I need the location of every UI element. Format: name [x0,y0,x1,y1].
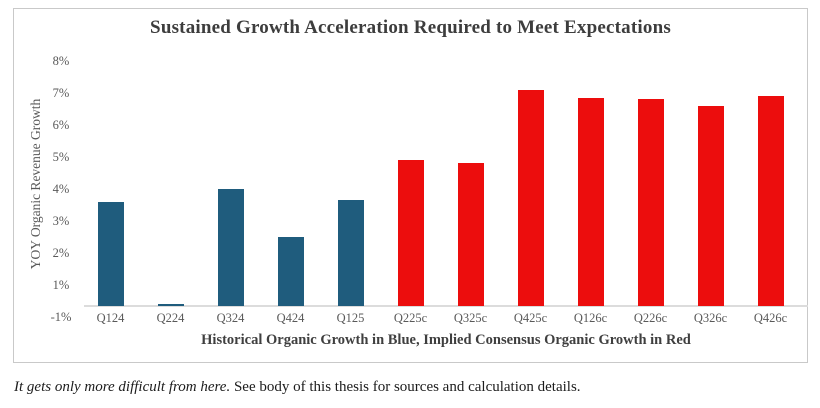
y-tick-label-5: 5% [52,150,70,164]
bar-Q224 [157,303,184,306]
x-category-label-Q426c: Q426c [753,311,788,325]
x-category-label-Q225c: Q225c [393,311,428,325]
footnote: It gets only more difficult from here. S… [14,379,814,396]
y-tick-label-6: 6% [52,118,70,132]
x-category-label-Q324: Q324 [216,311,245,325]
x-category-label-Q226c: Q226c [633,311,668,325]
bar-Q126c [577,97,604,306]
footnote-text: See body of this thesis for sources and … [230,379,581,395]
y-tick-label-1: 1% [52,278,70,292]
bar-Q326c [697,105,724,306]
x-category-label-Q424: Q424 [276,311,305,325]
bar-Q125 [337,200,364,306]
y-tick-label-2: 2% [52,246,70,260]
chart-title: Sustained Growth Acceleration Required t… [150,17,671,38]
x-category-label-Q425c: Q425c [513,311,548,325]
bar-Q325c [457,163,484,306]
x-category-label-Q325c: Q325c [453,311,488,325]
x-category-label-Q125: Q125 [336,311,365,325]
x-category-label-Q126c: Q126c [573,311,608,325]
y-tick-label-3: 3% [52,214,70,228]
x-category-label-Q326c: Q326c [693,311,728,325]
x-category-label-Q124: Q124 [96,311,125,325]
bar-Q124 [97,201,124,306]
y-tick-label--1: -1% [50,310,72,324]
footnote-emphasis: It gets only more difficult from here. [14,379,231,395]
bar-Q426c [757,96,784,306]
bar-Q425c [517,89,544,306]
x-axis-baseline [84,305,808,307]
y-tick-label-7: 7% [52,86,70,100]
bar-Q424 [277,237,304,306]
chart-frame: Sustained Growth Acceleration Required t… [13,8,808,363]
y-tick-label-4: 4% [52,182,70,196]
y-tick-label-8: 8% [52,54,70,68]
x-axis-label: Historical Organic Growth in Blue, Impli… [201,332,691,348]
bar-Q226c [637,99,664,306]
bar-Q324 [217,189,244,306]
x-category-label-Q224: Q224 [156,311,185,325]
bar-Q225c [397,160,424,306]
